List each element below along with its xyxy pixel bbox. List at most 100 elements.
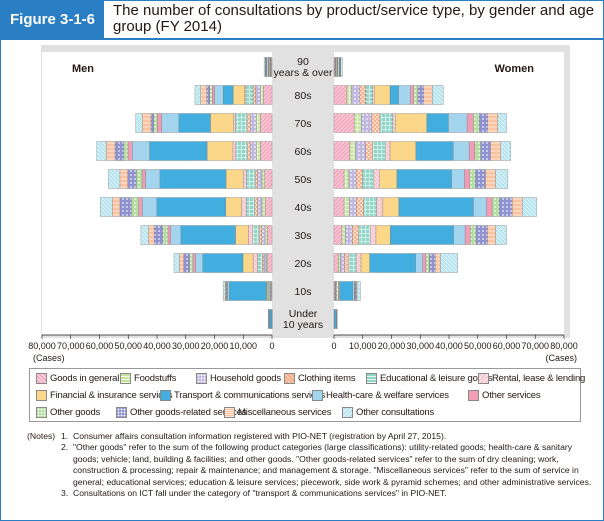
bar-women-80s-miscellaneous-services	[423, 85, 433, 105]
bar-women-60s-other-consultations	[500, 141, 511, 161]
bar-women-40s-transport-communications-services	[398, 197, 474, 217]
bar-men-50s-rental-lease-lending	[243, 169, 247, 189]
men-label: Men	[72, 63, 94, 75]
bar-women-80s-transport-communications-services	[389, 85, 399, 105]
bar-men-60s-other-services	[127, 141, 133, 161]
bar-women-20s-household-goods	[340, 253, 345, 273]
legend-item: Educational & leisure goods	[366, 373, 493, 384]
bar-women-50s-health-care-welfare-services	[451, 169, 465, 189]
legend-item: Financial & insurance services	[36, 390, 173, 401]
bar-women-70s-health-care-welfare-services	[448, 113, 468, 133]
bar-women-80s-other-consultations	[432, 85, 444, 105]
bar-women-80s-household-goods	[351, 85, 361, 105]
bar-men-60s-other-consultations	[96, 141, 107, 161]
bar-women-60s-other-services	[468, 141, 476, 161]
bar-women-60s-clothing-items	[365, 141, 373, 161]
chart-legend: Goods in general Foodstuffs Household good…	[29, 368, 585, 422]
bar-men-30s-household-goods	[261, 225, 266, 245]
bar-men-20s-other-consultations	[173, 253, 180, 273]
bar-women-70s-other-goods-related-services	[479, 113, 488, 133]
age-label: 50s	[295, 174, 312, 186]
age-label: Under 10 years	[283, 308, 323, 331]
age-label: 10s	[295, 286, 312, 298]
bar-men-70s-other-goods	[153, 113, 158, 133]
bar-women-40s-clothing-items	[356, 197, 364, 217]
bar-women-70s-miscellaneous-services	[487, 113, 499, 133]
bar-men-20s-other-goods	[189, 253, 194, 273]
legend-label: Educational & leisure goods	[380, 373, 493, 384]
age-label: 30s	[295, 230, 312, 242]
legend-item: Miscellaneous services	[224, 407, 331, 418]
bar-women-20s-other-services	[422, 253, 427, 273]
note-number: 3.	[61, 488, 69, 499]
bar-women-30s-other-services	[464, 225, 471, 245]
bar-women-30s-household-goods	[345, 225, 353, 245]
bar-women-70s-goods-in-general	[333, 113, 355, 133]
bar-women-70s-foodstuffs	[353, 113, 362, 133]
bar-women-40s-other-goods-related-services	[499, 197, 513, 217]
bar-women-70s-financial-insurance-services	[395, 113, 428, 133]
bar-men-60s-household-goods	[250, 141, 257, 161]
bar-men-80s-other-consultations	[194, 85, 201, 105]
bar-women-50s-clothing-items	[355, 169, 363, 189]
bar-women-70s-rental-lease-lending	[392, 113, 396, 133]
bar-men-20s-rental-lease-lending	[252, 253, 258, 273]
bar-women-50s-other-goods	[469, 169, 476, 189]
bar-men-80s-other-goods-related-services	[206, 85, 210, 105]
bar-women-20s-rental-lease-lending	[355, 253, 362, 273]
bar-women-80s-financial-insurance-services	[374, 85, 391, 105]
age-label: 40s	[295, 202, 312, 214]
bar-women-60s-other-goods	[474, 141, 481, 161]
bar-men-80s-health-care-welfare-services	[214, 85, 224, 105]
bar-women-50s-household-goods	[348, 169, 357, 189]
age-label: 60s	[295, 146, 312, 158]
bar-women-50s-miscellaneous-services	[485, 169, 496, 189]
bar-women-80s-other-goods-related-services	[417, 85, 424, 105]
legend-label: Other consultations	[356, 407, 435, 418]
legend-swatch	[366, 373, 377, 384]
bar-women-50s-other-goods-related-services	[475, 169, 486, 189]
bar-women-80s-other-goods	[413, 85, 419, 105]
bar-women-10s-health-care-welfare-services	[352, 281, 355, 301]
bar-men-80s-transport-communications-services	[222, 85, 234, 105]
legend-label: Rental, lease & lending	[492, 373, 586, 384]
bar-women-80s-goods-in-general	[333, 85, 348, 105]
bar-women-20s-health-care-welfare-services	[415, 253, 424, 273]
bar-men-70s-other-consultations	[135, 113, 143, 133]
legend-swatch	[468, 390, 479, 401]
bar-women-90-years-over-health-care-welfare-services	[337, 57, 340, 77]
bar-women-80s-clothing-items	[359, 85, 366, 105]
legend-label: Other goods	[50, 407, 101, 418]
men-tick-label: 20,000	[201, 341, 229, 351]
women-tick-label: 30,000	[406, 341, 434, 351]
bar-women-40s-other-consultations	[522, 197, 537, 217]
note-text: "Other goods" refer to the sum of the fo…	[73, 442, 592, 487]
bar-men-80s-educational-leisure-goods	[245, 85, 254, 105]
men-tick-label: 0	[269, 341, 274, 351]
bar-men-under-10-years-transport-communications-services	[268, 309, 272, 329]
women-tick-label: 40,000	[435, 341, 463, 351]
bar-women-50s-financial-insurance-services	[379, 169, 398, 189]
age-label: 20s	[295, 258, 312, 270]
legend-item: Foodstuffs	[120, 373, 176, 384]
bar-women-40s-other-goods	[491, 197, 500, 217]
legend-swatch	[36, 373, 47, 384]
bar-women-20s-goods-in-general	[333, 253, 339, 273]
bar-men-40s-miscellaneous-services	[111, 197, 121, 217]
bar-men-20s-miscellaneous-services	[179, 253, 184, 273]
legend-label: Foodstuffs	[134, 373, 177, 384]
legend-swatch	[342, 407, 353, 418]
bar-women-40s-rental-lease-lending	[376, 197, 384, 217]
legend-item: Rental, lease & lending	[478, 373, 585, 384]
bar-men-20s-financial-insurance-services	[242, 253, 254, 273]
bar-men-40s-other-goods-related-services	[119, 197, 132, 217]
bar-women-60s-miscellaneous-services	[490, 141, 501, 161]
bar-women-30s-rental-lease-lending	[370, 225, 377, 245]
bar-men-50s-other-goods	[136, 169, 143, 189]
bar-men-70s-educational-leisure-goods	[235, 113, 248, 133]
note-item: 2. "Other goods" refer to the sum of the …	[27, 442, 599, 488]
bar-women-30s-miscellaneous-services	[487, 225, 496, 245]
bar-women-20s-other-goods	[425, 253, 430, 273]
bar-men-70s-transport-communications-services	[178, 113, 211, 133]
bar-men-40s-financial-insurance-services	[225, 197, 242, 217]
